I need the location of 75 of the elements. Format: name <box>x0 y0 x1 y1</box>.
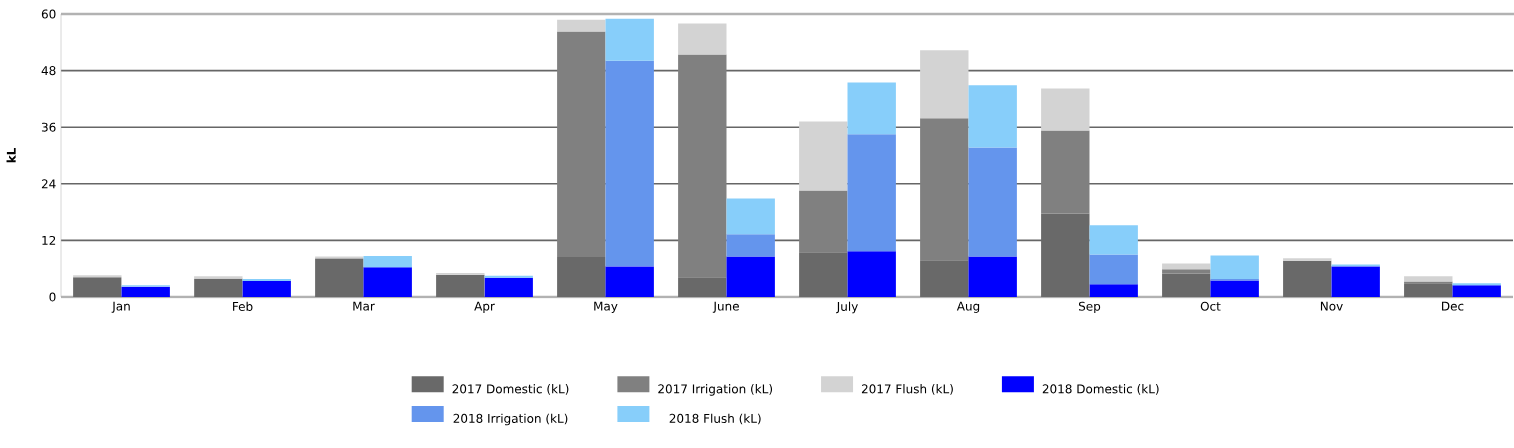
bar <box>605 18 654 61</box>
bar <box>1041 130 1090 214</box>
x-tick-label: Dec <box>1442 301 1464 311</box>
bar <box>678 277 727 297</box>
bar <box>605 266 654 297</box>
bar <box>242 280 291 297</box>
bar <box>1283 258 1332 261</box>
bar <box>1089 284 1138 297</box>
bar <box>1210 255 1259 280</box>
bar <box>847 134 896 252</box>
bar <box>1331 266 1380 297</box>
bar <box>1089 254 1138 285</box>
x-tick-label: May <box>594 301 618 313</box>
bar <box>194 278 243 297</box>
y-tick-label: 12 <box>42 235 56 245</box>
x-tick-label: July <box>836 301 858 314</box>
bar <box>726 256 775 297</box>
y-tick-label: 36 <box>41 122 56 132</box>
legend-label: 2017 Domestic (kL) <box>452 384 569 395</box>
bar <box>920 260 969 297</box>
bar <box>799 252 848 297</box>
bar <box>121 286 170 297</box>
bar <box>1162 273 1211 297</box>
x-tick-label: Nov <box>1320 301 1343 311</box>
bar <box>1162 269 1211 274</box>
bar <box>847 82 896 135</box>
bar <box>1404 276 1453 282</box>
bar <box>557 256 606 297</box>
bar <box>1404 283 1453 297</box>
bar <box>799 121 848 191</box>
bar <box>315 258 364 297</box>
y-tick-label: 60 <box>41 9 56 19</box>
bar <box>799 190 848 253</box>
bar <box>920 50 969 119</box>
bar <box>1210 280 1259 297</box>
y-tick-label: 48 <box>41 66 56 76</box>
x-tick-label: Mar <box>353 301 375 311</box>
legend-label: 2017 Irrigation (kL) <box>658 384 773 396</box>
x-tick-label: Feb <box>233 301 253 311</box>
bar <box>557 31 606 257</box>
bar <box>363 255 412 268</box>
bar <box>1283 260 1332 297</box>
bar <box>73 277 122 297</box>
bar <box>920 118 969 261</box>
y-tick-label: 0 <box>49 292 56 302</box>
bar <box>678 23 727 55</box>
bar <box>726 198 775 235</box>
bar <box>436 274 485 297</box>
x-tick-label: June <box>712 301 739 313</box>
bar <box>194 276 243 279</box>
x-tick-label: Sep <box>1078 301 1101 314</box>
bar <box>1041 88 1090 131</box>
bar <box>968 256 1017 297</box>
y-axis-title: kL <box>6 148 16 163</box>
bar <box>968 85 1017 148</box>
bar <box>363 267 412 297</box>
bar <box>605 60 654 267</box>
legend-label: 2018 Flush (kL) <box>669 413 761 425</box>
x-tick-label: Jan <box>111 301 130 313</box>
legend-label: 2017 Flush (kL) <box>861 384 953 395</box>
bar <box>968 147 1017 257</box>
x-tick-label: Oct <box>1200 301 1221 311</box>
y-tick-label: 24 <box>41 179 56 189</box>
bar <box>678 54 727 278</box>
x-tick-label: Apr <box>474 301 495 313</box>
bar <box>847 251 896 297</box>
bar <box>557 19 606 32</box>
x-tick-label: Aug <box>956 301 980 313</box>
legend-label: 2018 Domestic (kL) <box>1042 384 1159 395</box>
legend-label: 2018 Irrigation (kL) <box>453 413 568 426</box>
bar <box>1452 285 1501 297</box>
bar <box>1089 225 1138 255</box>
bar <box>726 234 775 257</box>
bar <box>484 277 533 297</box>
bar <box>1162 263 1211 270</box>
